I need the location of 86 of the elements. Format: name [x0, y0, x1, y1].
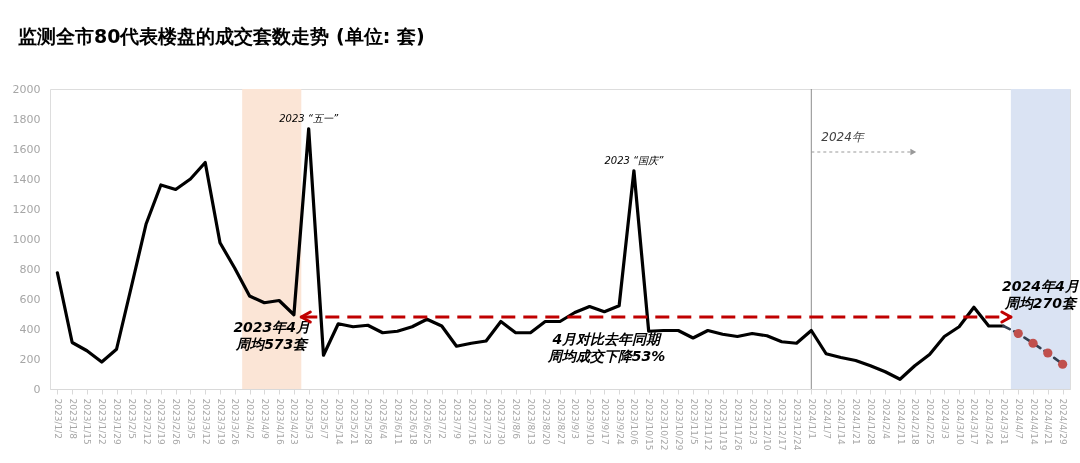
x-tick-label: 2023/12/3	[747, 398, 758, 445]
x-tick-label: 2023/6/11	[392, 398, 403, 445]
x-tick-label: 2023/8/13	[525, 398, 536, 445]
x-tick-label: 2024/3/10	[954, 398, 965, 445]
x-tick-label: 2023/10/15	[644, 398, 655, 451]
x-tick-label: 2024/3/17	[969, 398, 980, 445]
x-tick-label: 2023/1/15	[82, 398, 93, 445]
x-tick-label: 2023/9/10	[585, 398, 596, 445]
x-tick-label: 2023/11/5	[688, 398, 699, 445]
x-tick-label: 2023/3/5	[185, 398, 196, 439]
x-tick-label: 2024/4/21	[1043, 398, 1054, 445]
x-tick-label: 2024/2/18	[910, 398, 921, 445]
x-tick-label: 2023/3/26	[230, 398, 241, 445]
x-tick-label: 2023/11/19	[718, 398, 729, 451]
x-tick-label: 2023/7/30	[496, 398, 507, 445]
x-tick-label: 2023/5/28	[363, 398, 374, 445]
x-tick-label: 2023/12/10	[762, 398, 773, 451]
y-tick-label: 200	[19, 352, 41, 366]
y-tick-label: 1400	[12, 172, 41, 186]
x-tick-label: 2023/7/16	[466, 398, 477, 445]
x-tick-label: 2024/4/7	[1013, 398, 1024, 439]
x-tick-label: 2024/2/4	[880, 398, 891, 440]
y-tick-label: 1800	[12, 112, 41, 126]
x-tick-label: 2023/7/9	[452, 398, 463, 440]
x-tick-label: 2023/9/3	[570, 398, 581, 439]
y-tick-label: 1200	[12, 202, 41, 216]
x-tick-label: 2023/1/29	[112, 398, 123, 445]
x-tick-label: 2023/5/14	[333, 398, 344, 445]
x-tick-label: 2023/11/12	[703, 398, 714, 451]
x-tick-label: 2024/3/31	[998, 398, 1009, 445]
y-tick-label: 400	[19, 322, 41, 336]
x-tick-label: 2023/5/7	[318, 398, 329, 439]
y-tick-label: 0	[33, 382, 41, 396]
x-tick-label: 2024/4/29	[1058, 398, 1069, 445]
x-tick-label: 2023/1/2	[52, 398, 63, 439]
x-tick-label: 2023/12/17	[777, 398, 788, 451]
annotation: 2023 “五一”	[279, 112, 339, 124]
x-tick-label: 2023/8/20	[540, 398, 551, 445]
x-tick-label: 2024/3/24	[984, 398, 995, 445]
x-tick-label: 2023/6/18	[407, 398, 418, 445]
annotation: 4月对比去年同期周均成交下降53%	[546, 331, 666, 364]
x-tick-label: 2024/1/1	[806, 398, 817, 439]
x-tick-label: 2024/1/21	[851, 398, 862, 445]
y-tick-label: 800	[19, 262, 41, 276]
x-tick-label: 2023/4/9	[259, 398, 270, 440]
y-tick-label: 2000	[12, 82, 41, 96]
ref-line-label: 2024年	[821, 130, 865, 144]
x-tick-label: 2023/7/2	[437, 398, 448, 439]
x-tick-label: 2023/10/22	[658, 398, 669, 451]
x-tick-label: 2023/9/17	[599, 398, 610, 445]
x-tick-label: 2023/2/12	[141, 398, 152, 445]
band-label: 2024年4月周均270套	[1002, 277, 1079, 311]
annotation: 2023 “国庆”	[604, 154, 665, 166]
x-tick-label: 2023/1/8	[67, 398, 78, 440]
x-tick-label: 2024/1/7	[821, 398, 832, 439]
x-tick-label: 2024/3/3	[939, 398, 950, 439]
x-tick-label: 2024/2/11	[895, 398, 906, 445]
x-tick-label: 2023/5/21	[348, 398, 359, 445]
y-tick-label: 1000	[12, 232, 41, 246]
y-tick-label: 1600	[12, 142, 41, 156]
x-tick-label: 2023/6/4	[378, 398, 389, 440]
x-tick-label: 2023/10/29	[673, 398, 684, 451]
x-tick-label: 2023/12/24	[792, 398, 803, 451]
x-tick-label: 2023/3/12	[200, 398, 211, 445]
chart-title: 监测全市80代表楼盘的成交套数走势 (单位: 套)	[18, 25, 425, 47]
x-tick-label: 2023/10/6	[629, 398, 640, 445]
x-tick-label: 2024/1/28	[865, 398, 876, 445]
x-tick-label: 2023/1/22	[97, 398, 108, 445]
y-tick-label: 600	[19, 292, 41, 306]
x-tick-label: 2023/2/5	[126, 398, 137, 439]
x-tick-label: 2023/6/25	[422, 398, 433, 445]
x-tick-label: 2023/9/24	[614, 398, 625, 445]
x-tick-label: 2023/4/2	[245, 398, 256, 439]
x-tick-label: 2023/3/19	[215, 398, 226, 445]
x-tick-label: 2023/8/6	[511, 398, 522, 440]
x-tick-label: 2023/4/16	[274, 398, 285, 445]
x-tick-label: 2023/8/27	[555, 398, 566, 445]
x-tick-label: 2023/4/23	[289, 398, 300, 445]
x-tick-label: 2024/1/14	[836, 398, 847, 445]
x-tick-label: 2023/5/3	[304, 398, 315, 439]
x-tick-label: 2023/2/19	[156, 398, 167, 445]
x-tick-label: 2023/2/26	[171, 398, 182, 445]
x-tick-label: 2023/7/23	[481, 398, 492, 445]
x-tick-label: 2024/2/25	[925, 398, 936, 445]
x-tick-label: 2024/4/14	[1028, 398, 1039, 445]
x-tick-label: 2023/11/26	[732, 398, 743, 451]
